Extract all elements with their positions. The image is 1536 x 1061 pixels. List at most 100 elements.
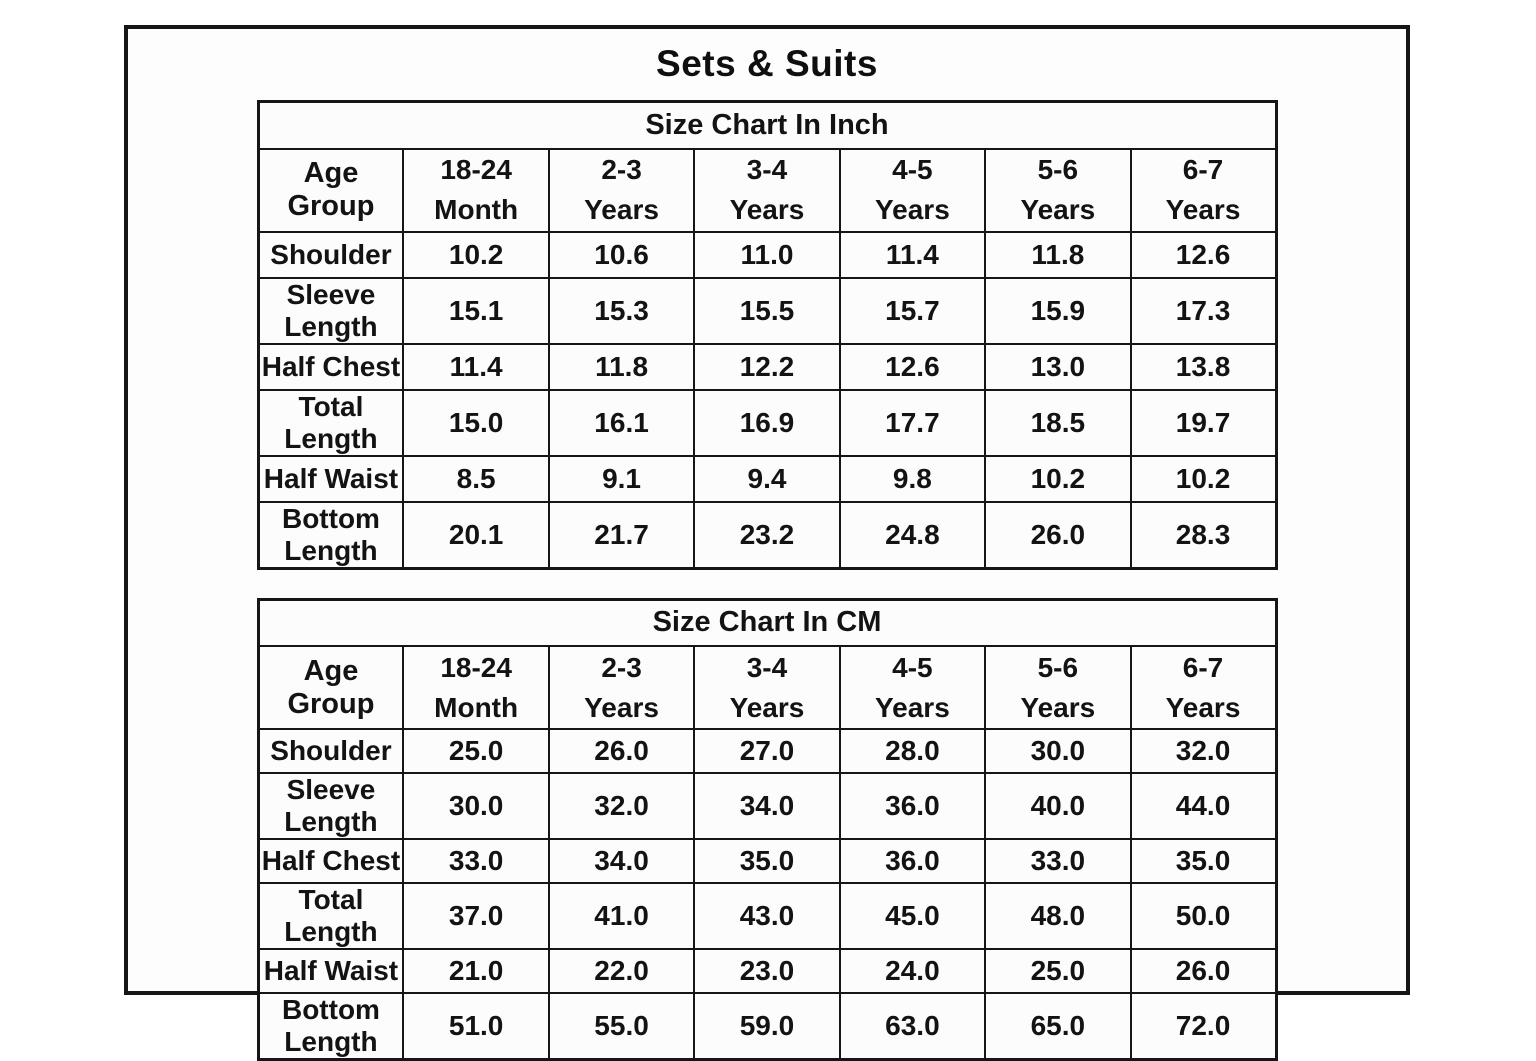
table-cell: 18.5 [985,390,1130,456]
table-cell: 40.0 [985,773,1130,839]
table-cell: 11.4 [403,344,548,390]
table-cell: 10.6 [549,232,694,278]
table-cell: 15.5 [694,278,839,344]
row-label: Total Length [258,390,403,456]
table-cell: 13.8 [1131,344,1276,390]
table-cell: 20.1 [403,502,548,569]
row-label: Half Waist [258,456,403,502]
table-cell: 21.0 [403,949,548,993]
table-cell: 33.0 [403,839,548,883]
table-cell: 11.4 [840,232,985,278]
row-label: Shoulder [258,729,403,773]
table-cell: 15.1 [403,278,548,344]
table-cell: 10.2 [1131,456,1276,502]
table-cell: 48.0 [985,883,1130,949]
table-cell: 12.6 [840,344,985,390]
table-cell: 15.3 [549,278,694,344]
table-cell: 21.7 [549,502,694,569]
row-label: Sleeve Length [258,773,403,839]
row-label: Bottom Length [258,993,403,1060]
table-cell: 23.0 [694,949,839,993]
table-cell: 12.6 [1131,232,1276,278]
table-cell: 45.0 [840,883,985,949]
table-cell: 10.2 [985,456,1130,502]
table-cell: 43.0 [694,883,839,949]
table-cell: 15.9 [985,278,1130,344]
table-cell: 11.8 [985,232,1130,278]
table-cell: 15.0 [403,390,548,456]
corner-label: Age Group [258,149,403,232]
row-label: Sleeve Length [258,278,403,344]
corner-label: Age Group [258,646,403,729]
table-cell: 30.0 [403,773,548,839]
row-label: Half Chest [258,839,403,883]
table-cell: 33.0 [985,839,1130,883]
table-cell: 63.0 [840,993,985,1060]
table-title: Size Chart In CM [258,599,1276,646]
table-cell: 17.7 [840,390,985,456]
row-label: Half Waist [258,949,403,993]
table-cell: 9.8 [840,456,985,502]
row-label: Total Length [258,883,403,949]
table-cell: 59.0 [694,993,839,1060]
table-cell: 24.8 [840,502,985,569]
table-cell: 10.2 [403,232,548,278]
page-title: Sets & Suits [128,43,1406,85]
table-cell: 23.2 [694,502,839,569]
table-cell: 26.0 [985,502,1130,569]
table-cell: 30.0 [985,729,1130,773]
table-cell: 25.0 [985,949,1130,993]
table-cell: 36.0 [840,839,985,883]
table-cell: 16.1 [549,390,694,456]
table-cell: 12.2 [694,344,839,390]
table-cell: 37.0 [403,883,548,949]
table-cell: 27.0 [694,729,839,773]
table-cell: 34.0 [549,839,694,883]
table-cell: 35.0 [694,839,839,883]
table-cell: 28.3 [1131,502,1276,569]
table-cell: 55.0 [549,993,694,1060]
table-cell: 36.0 [840,773,985,839]
table-cell: 19.7 [1131,390,1276,456]
row-label: Shoulder [258,232,403,278]
table-cell: 32.0 [1131,729,1276,773]
table-cell: 22.0 [549,949,694,993]
table-cell: 25.0 [403,729,548,773]
table-cell: 24.0 [840,949,985,993]
table-cell: 13.0 [985,344,1130,390]
table-cell: 34.0 [694,773,839,839]
table-title: Size Chart In Inch [258,102,1276,149]
table-cell: 41.0 [549,883,694,949]
table-cell: 15.7 [840,278,985,344]
table-cell: 26.0 [549,729,694,773]
table-cell: 32.0 [549,773,694,839]
table-cell: 35.0 [1131,839,1276,883]
table-cell: 9.1 [549,456,694,502]
table-cell: 65.0 [985,993,1130,1060]
